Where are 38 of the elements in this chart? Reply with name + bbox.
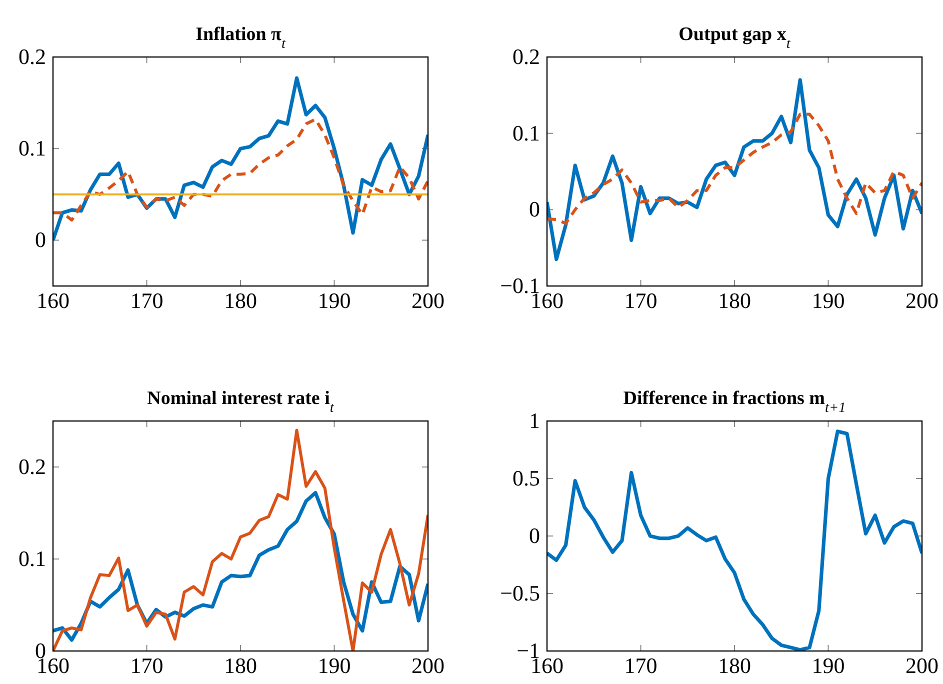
y-tick-label: 1 [529, 408, 540, 433]
x-tick-label: 170 [624, 288, 658, 313]
x-tick-label: 180 [718, 288, 751, 313]
y-tick-label: 0 [35, 227, 46, 252]
x-tick-label: 180 [718, 653, 751, 678]
x-tick-label: 190 [812, 653, 845, 678]
line-series [547, 78, 922, 262]
y-tick-label: −0.5 [500, 580, 540, 606]
y-tick-label: 0.1 [512, 120, 540, 146]
line-series [547, 430, 922, 651]
x-tick-label: 170 [130, 653, 164, 678]
y-tick-label: 0.1 [18, 546, 46, 571]
y-tick-label: 0 [529, 523, 540, 548]
y-tick-label: 0.1 [18, 136, 46, 161]
x-tick-label: 200 [412, 288, 444, 313]
chart-title: Inflation π$_{t}$ [196, 24, 286, 52]
y-tick-label: 0 [529, 196, 540, 222]
line-series [53, 428, 428, 651]
line-series [53, 118, 428, 222]
x-tick-label: 200 [906, 288, 938, 313]
chart-title: Output gap x$_{t}$ [678, 24, 792, 52]
x-tick-label: 170 [624, 653, 658, 678]
x-tick-label: 200 [906, 653, 938, 678]
line-series [547, 112, 922, 225]
y-tick-label: 0.2 [18, 44, 46, 69]
y-tick-label: 0.2 [512, 44, 540, 69]
x-tick-label: 200 [412, 653, 444, 678]
x-tick-label: 170 [130, 288, 164, 313]
x-tick-label: 160 [36, 288, 70, 313]
x-tick-label: 180 [224, 288, 257, 313]
x-tick-label: 190 [318, 288, 351, 313]
x-tick-label: 180 [224, 653, 257, 678]
y-tick-label: 0.2 [18, 454, 46, 479]
chart-title: Nominal interest rate i$_{t}$ [147, 388, 335, 416]
x-tick-label: 190 [318, 653, 351, 678]
x-tick-label: 190 [812, 288, 845, 313]
chart-title: Difference in fractions m$_{t+1}$ [623, 388, 846, 416]
y-tick-label: 0.5 [512, 466, 540, 490]
